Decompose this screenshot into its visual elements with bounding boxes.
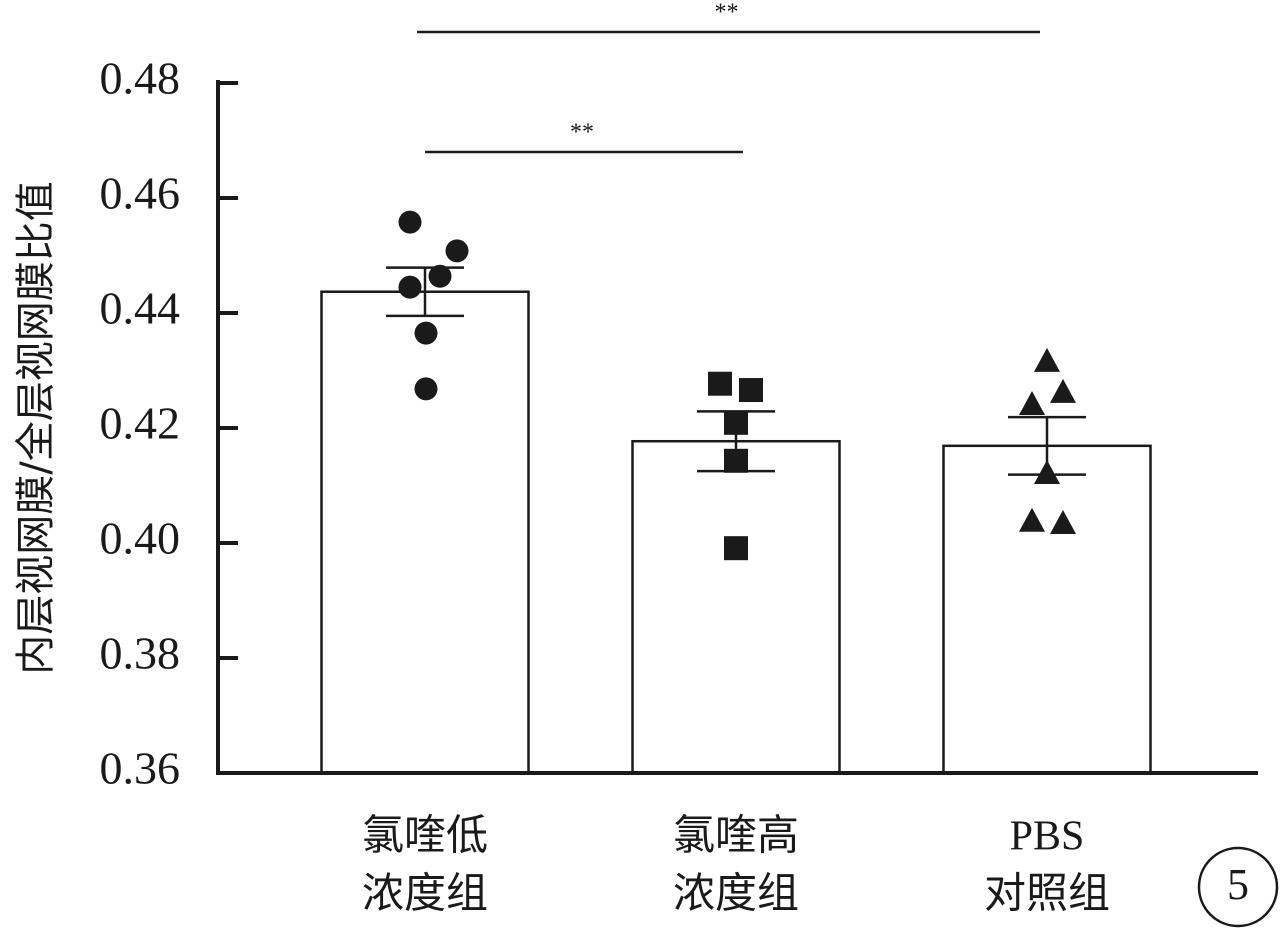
x-tick-label: 浓度组: [362, 872, 488, 918]
x-tick-label: PBS: [1010, 814, 1085, 860]
x-tick-label: 浓度组: [673, 872, 799, 918]
x-tick-label: 氯喹低: [362, 814, 488, 860]
y-tick-label: 0.44: [100, 283, 181, 334]
y-axis-label: 内层视网膜/全层视网膜比值: [13, 181, 59, 674]
y-tick-label: 0.36: [100, 743, 181, 794]
data-point: [1050, 378, 1076, 403]
data-point: [445, 239, 469, 263]
x-tick-label: 对照组: [984, 872, 1110, 918]
data-point: [708, 371, 732, 396]
y-tick-label: 0.40: [100, 513, 181, 564]
data-point: [1019, 391, 1045, 415]
data-point: [414, 377, 438, 401]
y-tick-label: 0.38: [100, 628, 181, 679]
panel-label: 5: [1227, 860, 1249, 909]
data-point: [724, 536, 748, 561]
data-point: [739, 378, 763, 403]
data-point: [1050, 510, 1076, 535]
bar: [320, 290, 530, 775]
x-tick-label: 氯喹高: [673, 814, 799, 860]
data-point: [428, 264, 452, 288]
data-point: [414, 321, 438, 345]
significance-label: **: [715, 0, 739, 26]
data-point: [1019, 507, 1045, 532]
significance-label: **: [570, 120, 594, 146]
y-tick-label: 0.46: [100, 168, 181, 219]
bar: [631, 439, 841, 775]
data-point: [398, 275, 422, 299]
bar: [942, 444, 1152, 775]
data-point: [1034, 347, 1060, 372]
y-tick-label: 0.42: [100, 398, 181, 449]
data-point: [398, 210, 422, 234]
panel-label-circle: [1197, 846, 1279, 928]
y-tick-label: 0.48: [100, 53, 181, 104]
